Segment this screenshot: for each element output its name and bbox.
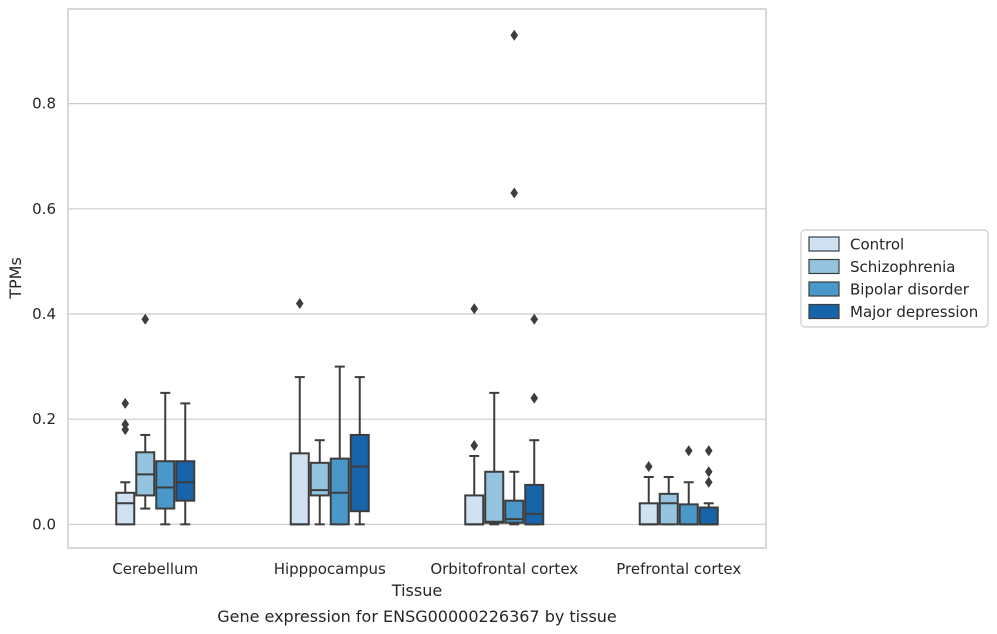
y-tick-labels: 0.0 0.2 0.4 0.6 0.8 <box>32 95 56 534</box>
box <box>175 402 196 526</box>
y-tick-label: 0.0 <box>32 515 56 533</box>
box-body <box>289 452 310 526</box>
legend-label: Control <box>850 236 904 254</box>
x-axis-label: Tissue <box>391 581 442 600</box>
legend: Control Schizophrenia Bipolar disorder Majo… <box>800 229 989 328</box>
x-tick-label: Orbitofrontal cortex <box>430 560 578 578</box>
outlier-point <box>704 476 713 488</box>
box-body <box>464 494 485 526</box>
legend-label: Major depression <box>850 303 978 321</box>
legend-swatch <box>808 303 840 320</box>
box <box>504 29 525 526</box>
plot-frame <box>67 8 767 549</box>
y-axis-label: TPMs <box>6 257 25 300</box>
y-tick-label: 0.4 <box>32 305 56 323</box>
x-tick-label: Cerebellum <box>112 560 198 578</box>
box <box>484 391 505 526</box>
box <box>115 397 136 526</box>
box <box>464 303 485 526</box>
box <box>155 391 176 526</box>
outlier-point <box>470 303 479 315</box>
box <box>524 313 545 526</box>
legend-swatch <box>808 236 840 252</box>
box <box>329 365 350 526</box>
box <box>698 445 719 526</box>
y-tick-label: 0.2 <box>32 410 56 428</box>
outlier-point <box>470 439 479 451</box>
legend-swatch <box>808 281 840 297</box>
x-tick-labels: Cerebellum Hipppocampus Orbitofrontal cort… <box>112 560 741 578</box>
box-body <box>349 433 370 513</box>
box-body <box>698 506 719 526</box>
box-series <box>115 29 719 526</box>
outlier-point <box>510 29 519 41</box>
outlier-point <box>295 297 304 309</box>
outlier-point <box>704 466 713 478</box>
legend-label: Schizophrenia <box>850 258 955 276</box>
outlier-point <box>141 313 150 325</box>
outlier-point <box>530 313 539 325</box>
box-body <box>638 502 659 526</box>
box <box>678 445 699 526</box>
box-body <box>678 503 699 526</box>
legend-box <box>800 229 989 328</box>
y-tick-label: 0.8 <box>32 95 56 113</box>
outlier-point <box>530 392 539 404</box>
outlier-point <box>684 445 693 457</box>
box-body <box>504 499 525 524</box>
y-tick-label: 0.6 <box>32 200 56 218</box>
box <box>309 439 330 526</box>
outlier-point <box>510 187 519 199</box>
legend-label: Bipolar disorder <box>850 281 970 299</box>
box <box>638 460 659 526</box>
x-tick-label: Hipppocampus <box>274 560 386 578</box>
box <box>135 313 156 510</box>
box <box>658 476 679 526</box>
box-body <box>175 460 196 502</box>
box <box>289 297 310 526</box>
box-body <box>309 461 330 497</box>
box-body <box>484 470 505 524</box>
box-body <box>329 457 350 526</box>
box <box>349 376 370 526</box>
box-body <box>155 460 176 510</box>
legend-swatch <box>808 258 840 275</box>
plot-border <box>67 8 767 549</box>
outlier-point <box>121 418 130 430</box>
outlier-point <box>121 397 130 409</box>
outlier-point <box>704 445 713 457</box>
chart-caption: Gene expression for ENSG00000226367 by t… <box>217 607 617 626</box>
box-body <box>524 483 545 526</box>
outlier-point <box>644 460 653 472</box>
box-body <box>658 492 679 526</box>
box-body <box>115 491 136 526</box>
x-tick-label: Prefrontal cortex <box>616 560 741 578</box>
